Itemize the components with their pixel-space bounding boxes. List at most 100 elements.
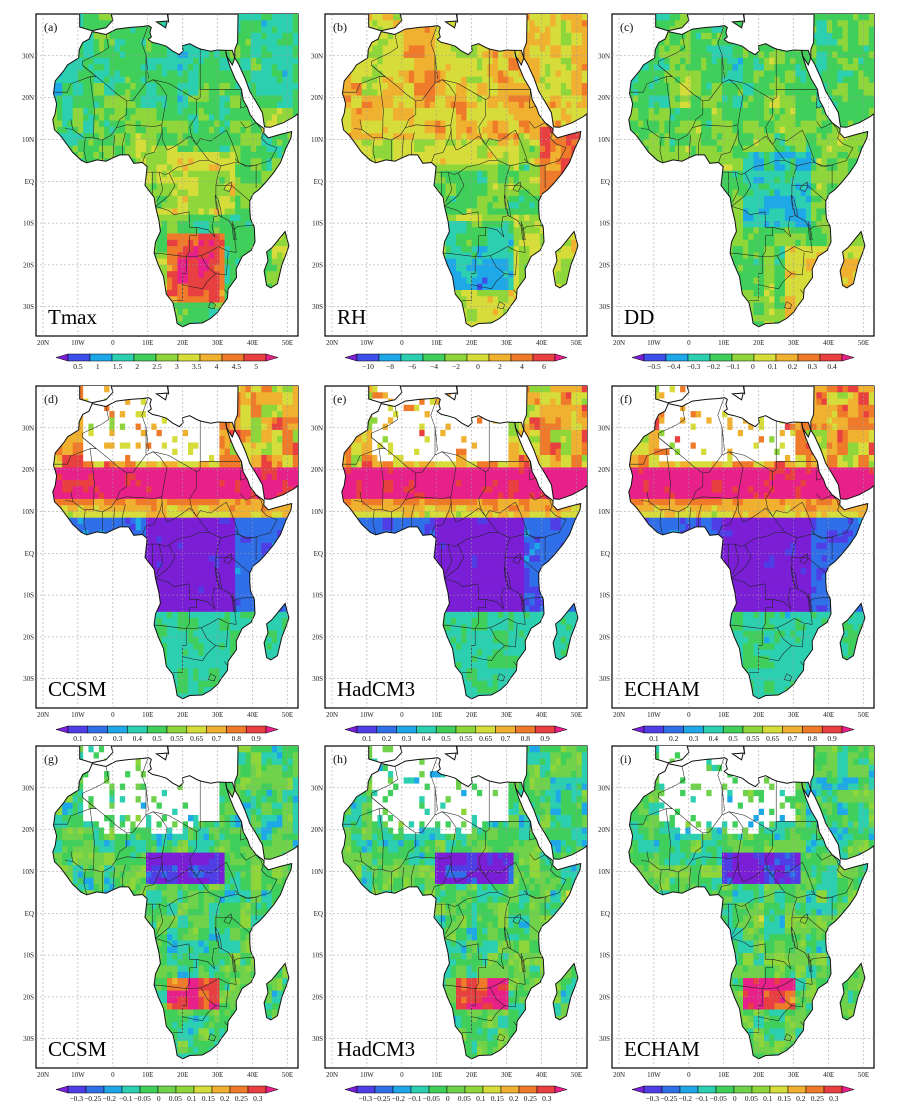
lon-tick-label: 40E [247,339,258,347]
colorbar-swatch [518,1085,538,1094]
colorbar-tick-label: −0.3 [687,362,701,371]
lat-tick-label: 30N [598,784,610,792]
panel-letter: (b) [333,20,347,34]
colorbar-tick-label: 0.2 [509,1094,519,1103]
colorbar-swatch [67,353,91,362]
colorbar-tick-label: 4 [215,362,219,371]
colorbar-arrow-high [265,353,279,362]
lat-tick-label: 20S [312,633,323,641]
lon-tick-label: 20N [613,711,625,719]
colorbar-tick-label: 0.2 [382,734,392,743]
colorbar-swatch [709,353,733,362]
colorbar-tick-label: 0.25 [524,1094,537,1103]
lon-tick-label: 20E [177,1071,188,1079]
lon-tick-label: 30E [212,339,223,347]
country-borders [629,26,854,310]
colorbar: 0.5 1 1.5 2 2.5 3 3.5 4 4.5 5 [55,353,279,371]
colorbar-tick-label: 0.8 [521,734,531,743]
lon-tick-label: 10E [431,711,442,719]
lon-tick-label: 10W [647,711,661,719]
lon-tick-label: 50E [282,339,293,347]
colorbar-tick-label: −0.05 [423,1094,441,1103]
colorbar-tick-label: 0.15 [491,1094,504,1103]
lat-tick-label: EQ [601,178,610,186]
lon-tick-label: 50E [282,711,293,719]
lon-tick-label: 10W [647,1071,661,1079]
lat-tick-label: 30N [22,52,34,60]
colorbar-swatch [475,725,496,734]
colorbar-swatch [532,353,556,362]
lon-tick-label: 10E [431,339,442,347]
colorbar-swatch [211,1085,231,1094]
colorbar-tick-label: −0.05 [134,1094,152,1103]
colorbar-swatch [166,725,188,734]
colorbar-swatch [687,353,711,362]
colorbar-tick-label: 0.2 [788,362,798,371]
colorbar-swatch [444,353,468,362]
colorbar-swatch [374,1085,394,1094]
lon-tick-label: 40E [247,711,258,719]
colorbar-tick-label: 0.1 [187,1094,197,1103]
colorbar-swatch [89,353,113,362]
colorbar-swatch [396,725,417,734]
colorbar-swatch [823,1085,843,1094]
colorbar-arrow-high [265,1085,279,1094]
colorbar-tick-label: −10 [362,362,374,371]
colorbar-tick-label: 0.65 [766,734,779,743]
lat-tick-label: 20N [311,94,323,102]
colorbar: −10 −8 −6 −4 −2 0 2 4 6 [344,353,568,371]
colorbar-swatch [679,1085,699,1094]
panel-letter: (d) [44,392,58,406]
panel-variable-label: DD [624,305,654,329]
colorbar-tick-label: 2.5 [152,362,162,371]
colorbar-tick-label: −6 [408,362,416,371]
map-panel-c: 30N 20N 10N EQ 10S 20S 30S 20N 10W 0 10E 20E 30E 40E 5… [598,6,886,378]
coastline [628,386,874,700]
colorbar-swatch [206,725,227,734]
lon-tick-label: 40E [823,1071,834,1079]
lon-tick-label: 30E [788,711,799,719]
lat-tick-label: 30S [23,303,34,311]
gridlines [325,14,587,336]
panel-letter: (c) [620,20,633,34]
lat-tick-label: 20N [22,466,34,474]
colorbar-swatch [199,353,223,362]
colorbar-swatch [121,1085,141,1094]
lon-tick-label: 0 [687,711,691,719]
colorbar-tick-label: 0.15 [778,1094,791,1103]
lon-tick-label: 0 [687,339,691,347]
lon-tick-label: 50E [571,711,582,719]
colorbar-swatch [665,353,689,362]
colorbar-swatch [643,1085,663,1094]
colorbar-swatch [107,725,128,734]
colorbar-tick-label: 0 [751,362,755,371]
colorbar-arrow-low [631,353,645,362]
colorbar-swatch [661,1085,681,1094]
colorbar-tick-label: 0.2 [93,734,103,743]
lon-tick-label: 0 [400,1071,404,1079]
country-borders [342,398,567,682]
colorbar-swatch [751,1085,771,1094]
colorbar-tick-label: −0.25 [84,1094,102,1103]
lat-tick-label: 10N [311,868,323,876]
colorbar-arrow-low [55,1085,69,1094]
lon-tick-label: 40E [536,1071,547,1079]
lat-tick-label: 10N [598,136,610,144]
colorbar-swatch [226,725,247,734]
gridlines [36,386,298,708]
colorbar-tick-label: 0.9 [251,734,261,743]
lat-tick-label: 10N [598,508,610,516]
colorbar-tick-label: 0.7 [501,734,511,743]
lon-tick-label: 50E [858,711,869,719]
colorbar-tick-label: 0.3 [402,734,412,743]
country-borders [342,758,567,1042]
colorbar-arrow-low [631,725,645,734]
lat-tick-label: 30S [599,675,610,683]
colorbar-swatch [488,353,512,362]
lat-tick-label: 10S [23,220,34,228]
lat-tick-label: 20N [598,466,610,474]
lat-tick-label: 30N [311,784,323,792]
panel-letter: (g) [44,752,58,766]
colorbar-arrow-high [265,725,279,734]
colorbar-swatch [157,1085,177,1094]
